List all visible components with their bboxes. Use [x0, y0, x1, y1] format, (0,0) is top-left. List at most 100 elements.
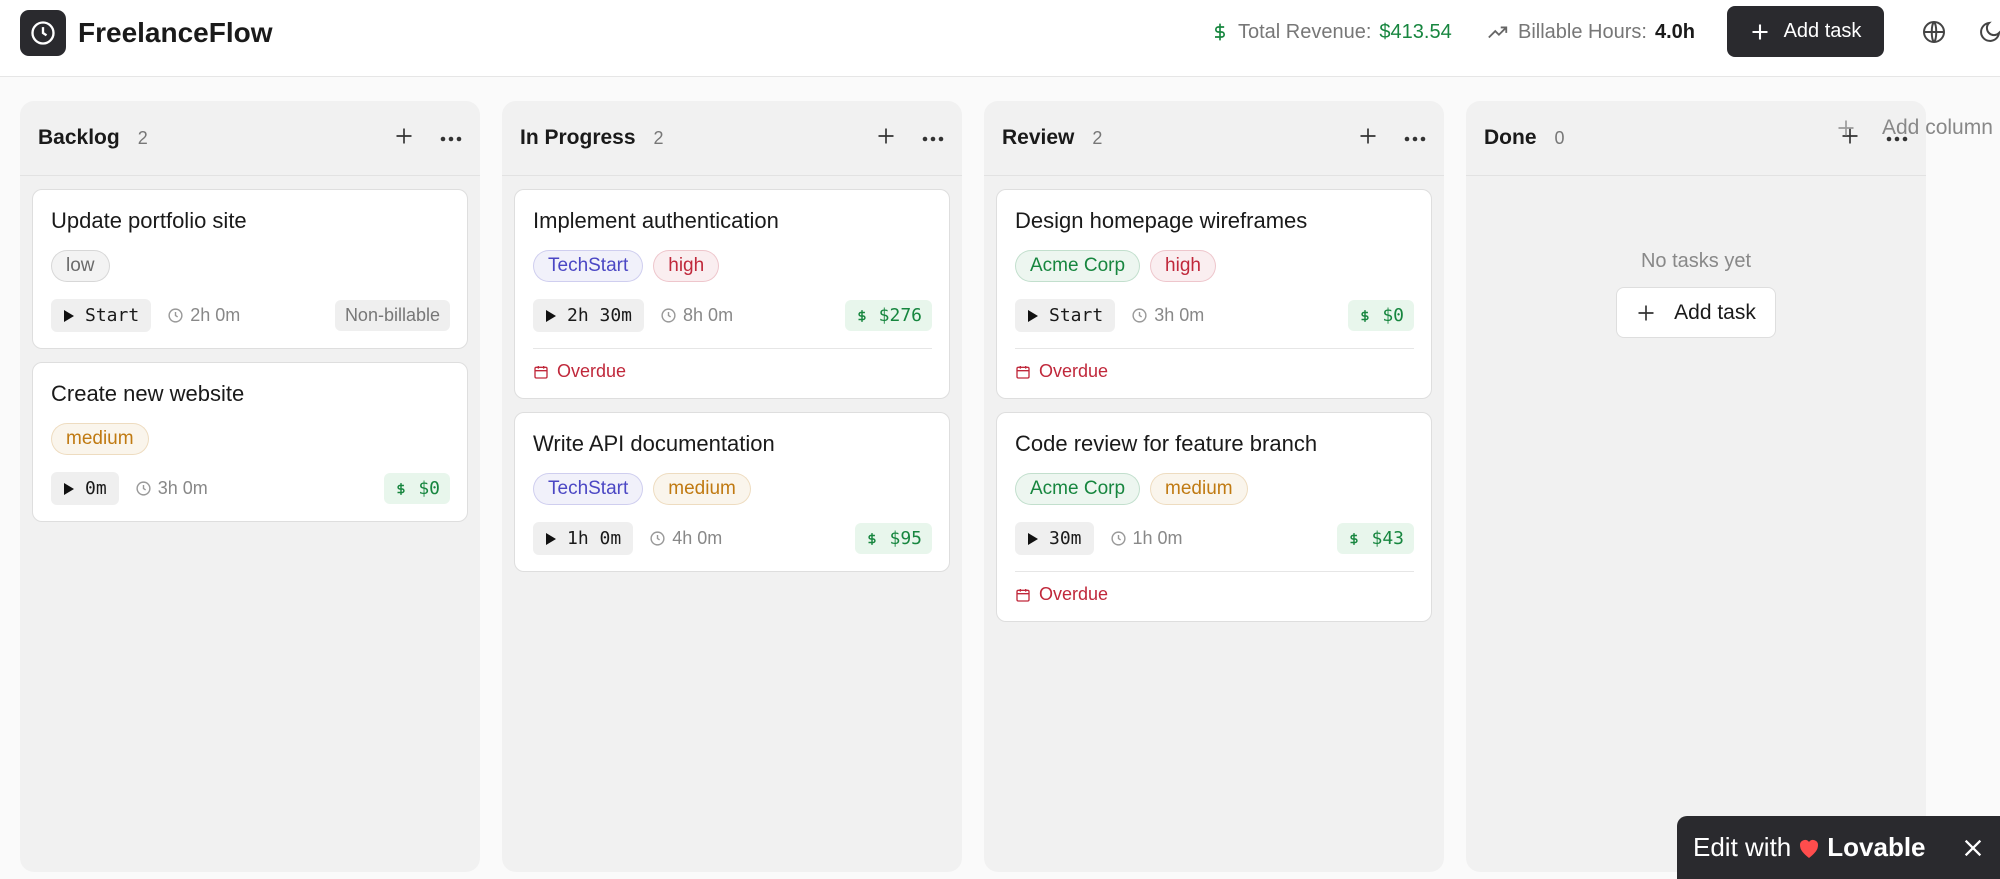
card-list: Update portfolio site low Start 2h 0m Non-bi… — [20, 176, 480, 535]
column-menu-button[interactable] — [1404, 129, 1426, 147]
task-card[interactable]: Implement authentication TechStart high 2h … — [514, 189, 950, 399]
column-title: Review — [1002, 126, 1075, 149]
tag: TechStart — [533, 250, 644, 282]
estimate: 3h 0m — [135, 478, 208, 499]
plus-icon — [1638, 305, 1654, 320]
tag: medium — [51, 423, 149, 455]
add-card-button[interactable] — [394, 126, 414, 151]
task-card[interactable]: Design homepage wireframes Acme Corp high S… — [996, 189, 1432, 399]
plus-icon — [1752, 24, 1768, 39]
tag: medium — [653, 473, 751, 505]
amount-text: $276 — [878, 305, 922, 326]
estimate: 1h 0m — [1110, 528, 1183, 549]
tag: Acme Corp — [1015, 473, 1141, 505]
task-card[interactable]: Update portfolio site low Start 2h 0m Non-bi… — [32, 189, 468, 349]
clock-icon — [136, 481, 151, 496]
task-title: Code review for feature branch — [1015, 431, 1318, 456]
menu-icon — [440, 136, 462, 142]
tag: medium — [1150, 473, 1248, 505]
play-icon — [546, 532, 556, 545]
due-text: Overdue — [557, 361, 627, 381]
column-actions — [1840, 126, 1908, 151]
tag: high — [653, 250, 720, 282]
due-text: Overdue — [1039, 584, 1109, 604]
tag: TechStart — [533, 473, 644, 505]
timer-button[interactable]: 1h 0m — [533, 522, 634, 555]
empty-add-label: Add task — [1674, 300, 1756, 324]
add-task-button[interactable]: Add task — [1727, 6, 1884, 57]
play-icon — [64, 482, 74, 495]
timer-button[interactable]: 30m — [1015, 522, 1094, 555]
task-meta: 30m 1h 0m $43 — [1015, 522, 1414, 555]
add-card-button[interactable] — [1358, 126, 1378, 151]
column-header: In Progress 2 — [502, 101, 962, 176]
column-actions — [876, 126, 944, 151]
close-badge[interactable] — [1962, 837, 1984, 859]
task-meta: 1h 0m 4h 0m $95 — [533, 522, 932, 555]
play-icon — [546, 309, 556, 322]
billing-amount: $0 — [1348, 300, 1414, 331]
empty-add-button[interactable]: Add task — [1616, 287, 1776, 338]
play-icon — [1028, 309, 1038, 322]
billing-amount: $43 — [1337, 523, 1414, 554]
task-meta: 2h 30m 8h 0m $276 — [533, 299, 932, 332]
billing-amount: $0 — [384, 473, 450, 504]
clock-icon — [1110, 531, 1126, 546]
add-card-button[interactable] — [1840, 126, 1860, 151]
tag: high — [1150, 250, 1216, 282]
estimate-text: 2h 0m — [190, 305, 241, 325]
add-card-button[interactable] — [876, 126, 896, 151]
clock-icon — [31, 21, 55, 45]
language-button[interactable] — [1922, 20, 1946, 44]
column-menu-button[interactable] — [440, 129, 462, 147]
amount-text: $95 — [889, 528, 922, 549]
amount-text: $0 — [1382, 305, 1404, 326]
badge-text: Edit with — [1693, 832, 1792, 862]
billing-note: Non-billable — [334, 300, 450, 331]
task-card[interactable]: Create new website medium 0m 3h 0m $0 — [32, 362, 468, 522]
empty-state: No tasks yet Add task — [1466, 202, 1926, 338]
estimate-text: 8h 0m — [683, 305, 734, 325]
calendar-icon — [534, 365, 548, 379]
edit-badge[interactable]: Edit with Lovable — [1677, 816, 2000, 879]
column-title: Backlog — [38, 126, 120, 149]
timer-button[interactable]: 0m — [51, 472, 119, 505]
estimate-text: 4h 0m — [672, 528, 723, 548]
task-card[interactable]: Write API documentation TechStart medium 1h… — [514, 412, 950, 572]
timer-button[interactable]: Start — [1015, 299, 1116, 332]
task-meta: 0m 3h 0m $0 — [51, 472, 450, 505]
heart-icon — [1800, 839, 1819, 858]
tag: low — [51, 250, 110, 282]
column: Done 0 No tasks yet Add task — [1466, 101, 1926, 872]
hours-label: Billable Hours: — [1518, 21, 1647, 43]
plus-icon — [878, 128, 894, 143]
estimate: 4h 0m — [649, 528, 722, 549]
dollar-icon — [397, 482, 405, 495]
timer-text: 30m — [1049, 528, 1082, 549]
card-list — [1466, 176, 1926, 202]
timer-button[interactable]: Start — [51, 299, 152, 332]
theme-button[interactable] — [1978, 20, 2000, 44]
task-meta: Start 2h 0m Non-billable — [51, 299, 450, 332]
dollar-icon — [1215, 23, 1225, 41]
task-title: Create new website — [51, 381, 245, 406]
plus-icon — [1360, 128, 1376, 143]
column-header: Review 2 — [984, 101, 1444, 176]
clock-icon — [1132, 308, 1147, 323]
column-menu-button[interactable] — [922, 129, 944, 147]
billing-amount: $276 — [844, 300, 932, 331]
tag-row: Acme Corp high — [1015, 250, 1414, 282]
task-card[interactable]: Code review for feature branch Acme Corp m… — [996, 412, 1432, 622]
calendar-icon — [1016, 365, 1030, 379]
calendar-icon — [1016, 588, 1030, 602]
column-header: Backlog 2 — [20, 101, 480, 176]
column-title: Done — [1484, 126, 1537, 149]
add-column-button[interactable]: Add column — [1836, 116, 1993, 140]
card-list: Design homepage wireframes Acme Corp high S… — [984, 176, 1444, 635]
timer-button[interactable]: 2h 30m — [533, 299, 645, 332]
play-icon — [64, 309, 74, 322]
estimate: 3h 0m — [1131, 305, 1204, 326]
column-menu-button[interactable] — [1886, 129, 1908, 147]
